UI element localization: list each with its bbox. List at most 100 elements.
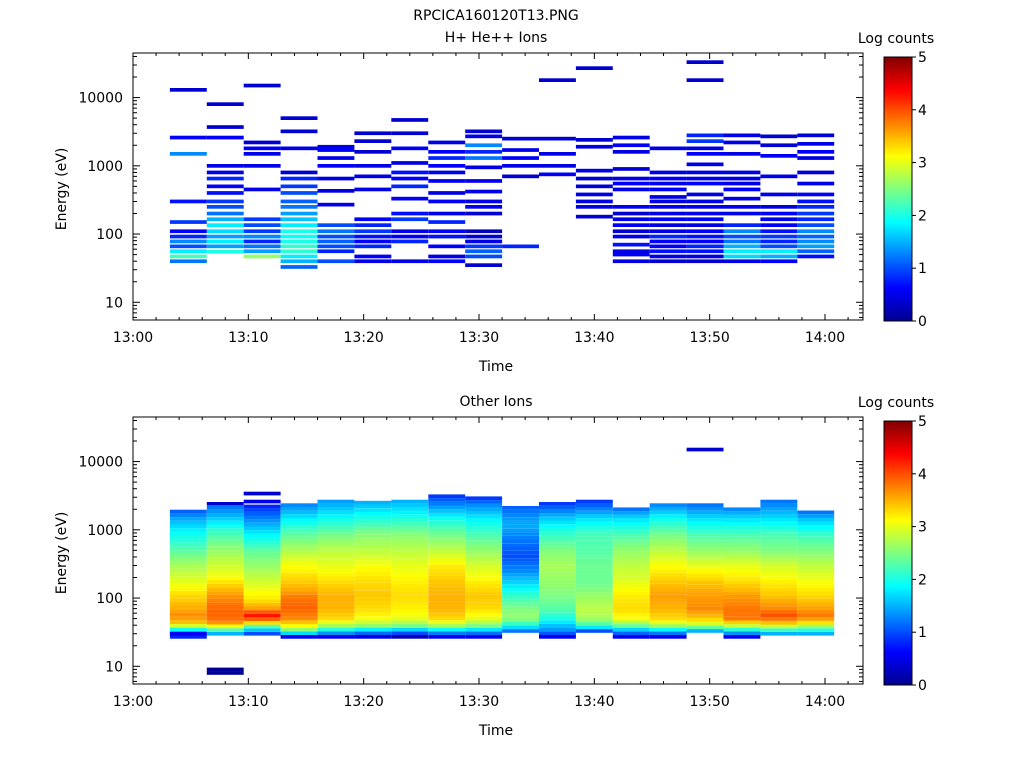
heatmap-cell xyxy=(502,517,539,521)
heatmap-cell xyxy=(206,199,244,204)
heatmap-cell xyxy=(502,148,539,152)
heatmap-cell xyxy=(649,624,687,628)
heatmap-cell xyxy=(206,602,244,606)
heatmap-cell xyxy=(649,616,687,621)
heatmap-cell xyxy=(428,586,466,591)
heatmap-cell xyxy=(206,234,244,239)
heatmap-cell xyxy=(169,135,207,140)
colorbar-frame xyxy=(883,56,913,322)
heatmap-cell xyxy=(391,624,429,628)
heatmap-cell xyxy=(317,223,355,227)
heatmap-cell xyxy=(797,205,835,209)
heatmap-cell xyxy=(612,562,650,566)
heatmap-cell xyxy=(723,223,761,227)
heatmap-cell xyxy=(206,576,244,580)
heatmap-cell xyxy=(686,192,724,197)
heatmap-cell xyxy=(539,561,576,565)
heatmap-cell xyxy=(539,627,576,632)
heatmap-cell xyxy=(539,520,576,525)
heatmap-cell xyxy=(243,249,281,254)
heatmap-cell xyxy=(502,164,539,168)
heatmap-cell xyxy=(539,136,576,141)
heatmap-cell xyxy=(428,254,466,259)
heatmap-cell xyxy=(206,509,244,514)
heatmap-cell xyxy=(575,532,613,537)
heatmap-cell xyxy=(760,613,798,618)
heatmap-cell xyxy=(391,569,429,573)
heatmap-cell xyxy=(797,620,835,625)
heatmap-cell xyxy=(354,515,392,520)
heatmap-cell xyxy=(723,239,761,244)
heatmap-cell xyxy=(428,561,466,565)
heatmap-cell xyxy=(465,591,503,595)
heatmap-cell xyxy=(280,229,318,234)
heatmap-cell xyxy=(243,555,281,560)
heatmap-cell xyxy=(612,609,650,614)
heatmap-cell xyxy=(539,502,576,506)
heatmap-cell xyxy=(502,629,539,633)
heatmap-cells xyxy=(169,447,835,675)
heatmap-cell xyxy=(760,529,798,533)
heatmap-cell xyxy=(428,609,466,613)
heatmap-cell xyxy=(280,631,318,635)
heatmap-cell xyxy=(465,211,503,216)
heatmap-cell xyxy=(760,518,798,522)
heatmap-cell xyxy=(612,576,650,581)
heatmap-cell xyxy=(169,594,207,599)
heatmap-cell xyxy=(465,234,503,239)
heatmap-cell xyxy=(428,575,466,580)
heatmap-cell xyxy=(243,624,281,629)
colorbar-tick-label: 2 xyxy=(918,572,927,588)
x-tick-label: 13:50 xyxy=(689,330,729,346)
heatmap-cell xyxy=(243,628,281,632)
heatmap-cell xyxy=(169,620,207,624)
heatmap-cell xyxy=(649,234,687,239)
heatmap-cell xyxy=(465,156,503,160)
heatmap-cell xyxy=(354,571,392,576)
heatmap-cell xyxy=(206,539,244,543)
x-tick-label: 13:10 xyxy=(228,330,268,346)
colorbar: 0 1 2 3 4 5 xyxy=(883,50,927,330)
heatmap-cell xyxy=(760,598,798,603)
heatmap-cell xyxy=(502,617,539,622)
heatmap-cell xyxy=(206,617,244,621)
heatmap-cell xyxy=(612,249,650,254)
heatmap-cell xyxy=(280,205,318,209)
heatmap-cell xyxy=(723,627,761,632)
heatmap-cell xyxy=(612,536,650,541)
heatmap-cell xyxy=(760,587,798,592)
heatmap-cell xyxy=(686,447,724,452)
heatmap-cell xyxy=(391,605,429,610)
heatmap-cell xyxy=(317,591,355,595)
heatmap-cell xyxy=(243,584,281,589)
heatmap-cell xyxy=(243,499,281,504)
heatmap-cell xyxy=(612,573,650,577)
heatmap-cell xyxy=(502,603,539,607)
y-tick-label: 100 xyxy=(96,591,123,607)
heatmap-cell xyxy=(206,524,244,529)
heatmap-cell xyxy=(723,170,761,175)
heatmap-cell xyxy=(686,558,724,563)
heatmap-cell xyxy=(354,605,392,609)
heatmap-cell xyxy=(169,152,207,156)
heatmap-cell xyxy=(797,551,835,555)
x-tick-label: 13:20 xyxy=(343,330,383,346)
heatmap-cell xyxy=(612,624,650,628)
heatmap-cell xyxy=(797,521,835,526)
heatmap-cell xyxy=(354,174,392,179)
heatmap-cell xyxy=(649,635,687,639)
heatmap-cell xyxy=(428,244,466,249)
heatmap-cell xyxy=(723,205,761,209)
heatmap-cell xyxy=(797,244,835,249)
heatmap-cell xyxy=(575,555,613,559)
heatmap-cell xyxy=(723,254,761,259)
heatmap-cell xyxy=(243,570,281,574)
heatmap-cell xyxy=(612,167,650,171)
heatmap-cell xyxy=(206,506,244,510)
heatmap-cell xyxy=(354,612,392,617)
heatmap-cell xyxy=(465,594,503,599)
axes-ticks: 13:00 13:10 13:20 13:30 13:40 13:50 14:00 10 100… xyxy=(78,417,863,710)
heatmap-cell xyxy=(502,569,539,574)
heatmap-cell xyxy=(354,590,392,594)
heatmap-cell xyxy=(391,170,429,175)
